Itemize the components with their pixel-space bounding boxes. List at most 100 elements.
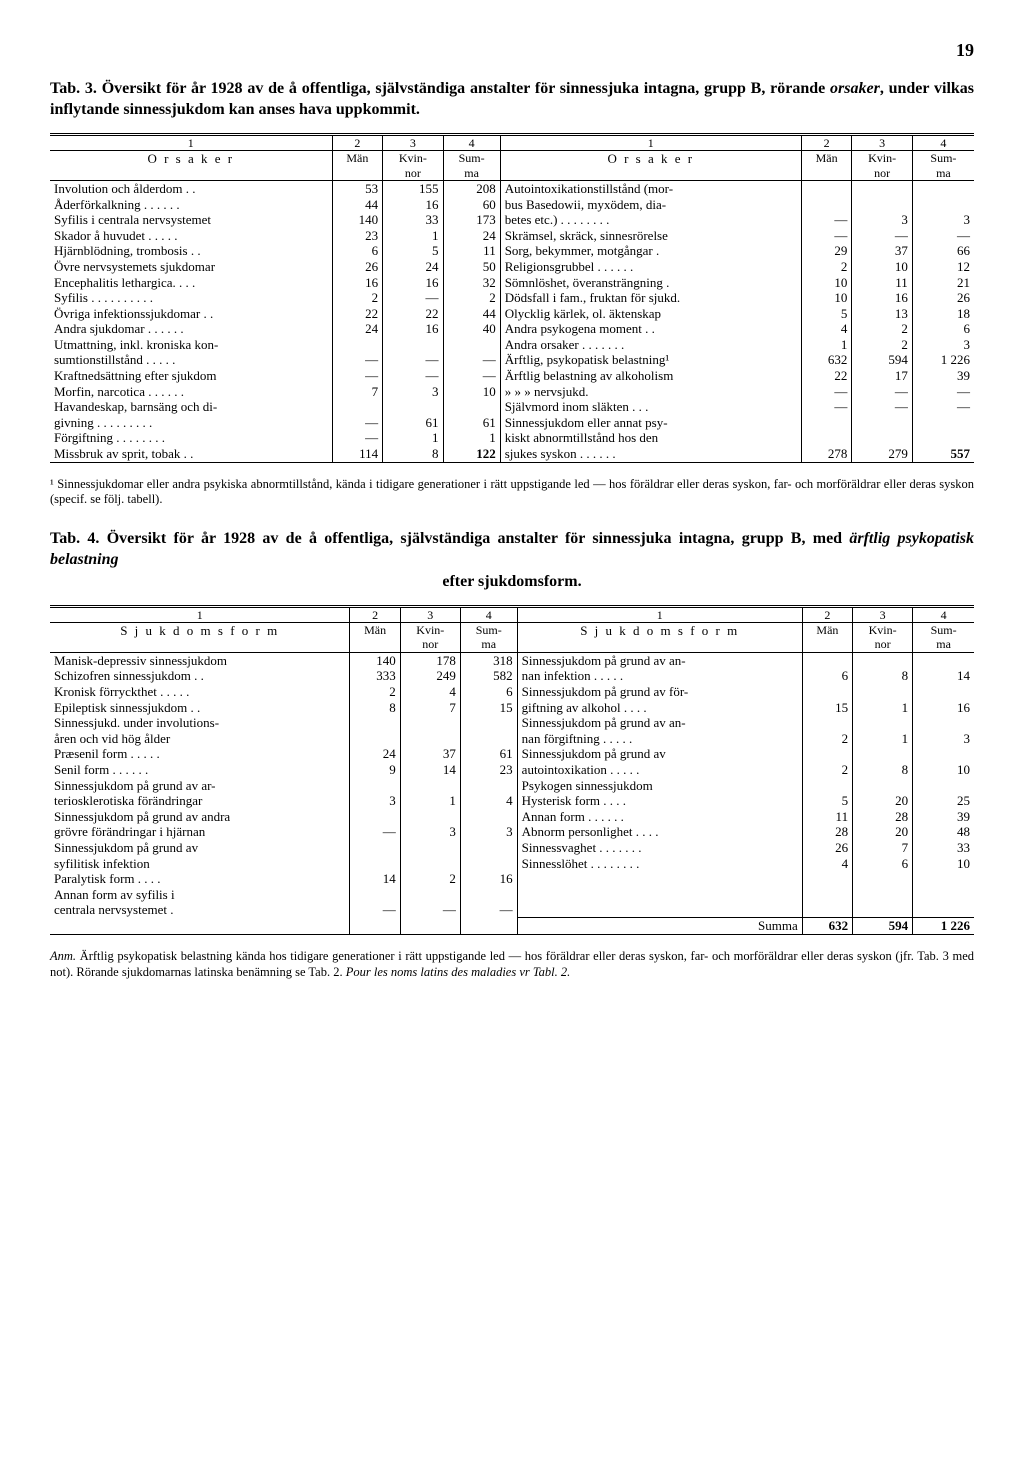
table-cell: 60 — [443, 197, 500, 213]
table-cell: 2 — [443, 290, 500, 306]
table-cell: bus Basedowii, myxödem, dia- — [500, 197, 801, 213]
table-cell — [853, 935, 913, 942]
table-cell: 2 — [852, 321, 912, 337]
table-cell — [383, 462, 443, 469]
tab3-body: Involution och ålderdom . .53155208Autoi… — [50, 180, 974, 468]
tab3-number: Tab. 3. — [50, 80, 97, 97]
colnum: 2 — [350, 606, 400, 622]
table-cell: Sinnessjukd. under involutions- — [50, 715, 350, 731]
table-cell: Annan form . . . . . . — [517, 809, 802, 825]
table-cell: 2 — [332, 290, 383, 306]
table-cell: — — [383, 290, 443, 306]
table-cell: 122 — [443, 446, 500, 462]
table-cell — [852, 430, 912, 446]
table-cell: 48 — [913, 824, 974, 840]
col-kvin: Kvin- nor — [383, 151, 443, 181]
table-cell: 10 — [913, 762, 974, 778]
table-cell — [853, 778, 913, 794]
table-cell: 6 — [460, 684, 517, 700]
table-cell — [802, 778, 852, 794]
table-cell: givning . . . . . . . . . — [50, 415, 332, 431]
table-cell: 3 — [460, 824, 517, 840]
table-cell: sjukes syskon . . . . . . — [500, 446, 801, 462]
table-cell: Sorg, bekymmer, motgångar . — [500, 243, 801, 259]
table-cell: 1 — [853, 700, 913, 716]
table-cell: 16 — [852, 290, 912, 306]
table-cell: 39 — [913, 809, 974, 825]
table-cell: — — [350, 902, 400, 918]
colnum: 1 — [500, 134, 801, 150]
table-cell: — — [443, 352, 500, 368]
table-cell: 37 — [400, 746, 460, 762]
table-cell — [853, 652, 913, 668]
table-cell — [517, 871, 802, 887]
table-cell: 8 — [853, 668, 913, 684]
table-cell: 1 226 — [913, 918, 974, 934]
tab4-header-left: S j u k d o m s f o r m — [50, 623, 350, 653]
table-cell: Förgiftning . . . . . . . . — [50, 430, 332, 446]
table-cell: 140 — [332, 212, 383, 228]
table-cell: 140 — [350, 652, 400, 668]
table-cell — [400, 715, 460, 731]
colnum: 3 — [853, 606, 913, 622]
table-cell: Syfilis i centrala nervsystemet — [50, 212, 332, 228]
table-cell: 14 — [913, 668, 974, 684]
table-cell: 39 — [912, 368, 974, 384]
table-cell — [500, 462, 801, 469]
table-cell: 279 — [852, 446, 912, 462]
table-cell: 16 — [332, 275, 383, 291]
table-cell: Sinnessjukdom på grund av an- — [517, 652, 802, 668]
table-cell: 1 226 — [912, 352, 974, 368]
table-cell: sumtionstillstånd . . . . . — [50, 352, 332, 368]
table-cell: — — [460, 902, 517, 918]
table-cell — [852, 415, 912, 431]
table-cell: 26 — [332, 259, 383, 275]
table-cell — [802, 715, 852, 731]
table-cell: 44 — [332, 197, 383, 213]
table-cell: Involution och ålderdom . . — [50, 180, 332, 196]
table-cell — [350, 731, 400, 747]
table-cell: 20 — [853, 824, 913, 840]
table-cell — [460, 809, 517, 825]
tab3-header-right: O r s a k e r — [500, 151, 801, 181]
table-cell — [350, 778, 400, 794]
page-number: 19 — [50, 40, 974, 62]
table-cell: 14 — [400, 762, 460, 778]
table-cell: Havandeskap, barnsäng och di- — [50, 399, 332, 415]
col-man: Män — [350, 623, 400, 653]
table-cell: centrala nervsystemet . — [50, 902, 350, 918]
table-cell: — — [801, 384, 852, 400]
tab4-title-post: efter sjukdomsform. — [50, 571, 974, 593]
table-cell — [400, 918, 460, 934]
table-cell: 318 — [460, 652, 517, 668]
table-cell: 18 — [912, 306, 974, 322]
tab3-title-pre: Översikt för år 1928 av de å offentliga,… — [102, 80, 830, 97]
tab4-title-pre: Översikt för år 1928 av de å offentliga,… — [107, 530, 850, 547]
table-cell — [350, 840, 400, 856]
table-cell: grövre förändringar i hjärnan — [50, 824, 350, 840]
table-cell: — — [332, 352, 383, 368]
tab4-title: Tab. 4. Översikt för år 1928 av de å off… — [50, 528, 974, 593]
table-cell: 1 — [801, 337, 852, 353]
table-cell: Religionsgrubbel . . . . . . — [500, 259, 801, 275]
table-cell: 61 — [383, 415, 443, 431]
table-cell — [913, 652, 974, 668]
table-cell — [332, 462, 383, 469]
table-cell: Missbruk av sprit, tobak . . — [50, 446, 332, 462]
table-cell: 557 — [912, 446, 974, 462]
table-cell: 15 — [802, 700, 852, 716]
table-cell: Hjärnblödning, trombosis . . — [50, 243, 332, 259]
colnum: 4 — [460, 606, 517, 622]
table-cell: 32 — [443, 275, 500, 291]
table-cell: — — [852, 399, 912, 415]
table-cell: 8 — [383, 446, 443, 462]
table-cell: 582 — [460, 668, 517, 684]
table-cell: 13 — [852, 306, 912, 322]
tab4-header-right: S j u k d o m s f o r m — [517, 623, 802, 653]
table-cell — [517, 935, 802, 942]
table-cell: 22 — [332, 306, 383, 322]
table-cell: Dödsfall i fam., fruktan för sjukd. — [500, 290, 801, 306]
table-cell: åren och vid hög ålder — [50, 731, 350, 747]
table-cell — [912, 197, 974, 213]
table-cell: Andra orsaker . . . . . . . — [500, 337, 801, 353]
